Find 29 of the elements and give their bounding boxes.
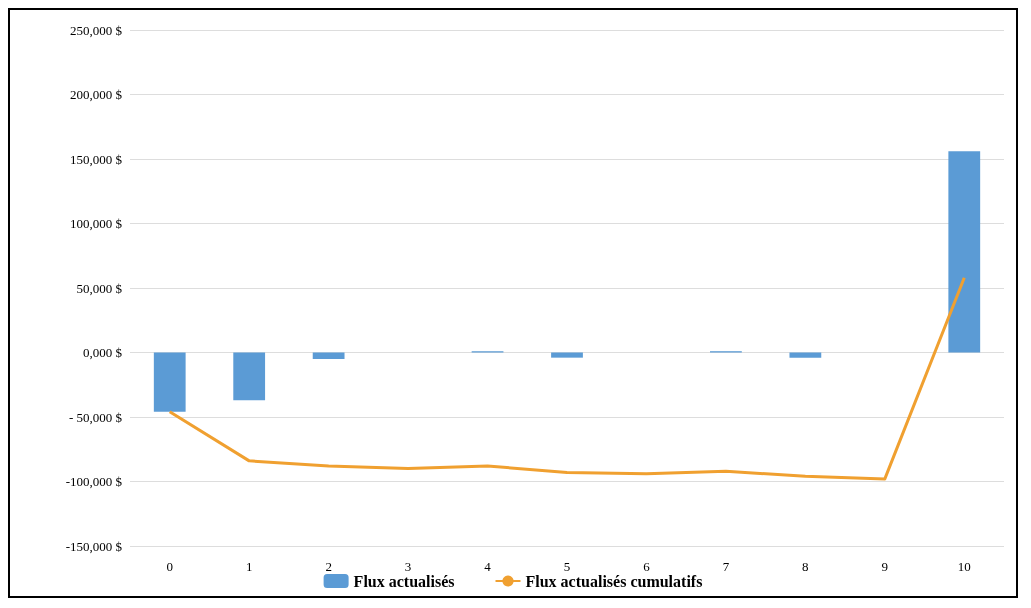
x-tick-label: 9 [881,559,889,574]
bar [948,151,981,353]
x-tick-label: 10 [957,559,971,574]
x-tick-label: 3 [404,559,412,574]
bar [312,352,345,359]
y-tick-label: -100,000 $ [65,474,123,489]
y-tick-label: 0,000 $ [83,345,123,360]
y-tick-label: 150,000 $ [70,151,123,167]
bar [789,352,822,358]
bar [551,352,583,358]
x-tick-label: 4 [484,559,492,574]
y-tick-label: -150,000 $ [65,538,123,554]
y-tick-label: 250,000 $ [70,22,123,38]
legend-label: Flux actualisés cumulatifs [525,572,703,590]
line-series [168,276,966,481]
y-tick-label: 200,000 $ [70,87,123,102]
bar [153,352,186,412]
y-tick-label: - 50,000 $ [68,409,123,425]
legend-label: Flux actualisés [353,572,455,590]
x-tick-label: 5 [563,559,571,574]
x-tick-label: 7 [722,559,730,574]
x-tick-label: 8 [802,559,809,574]
x-tick-label: 0 [166,559,173,574]
x-tick-label: 1 [245,559,253,574]
y-tick-label: 100,000 $ [70,216,123,231]
bar [233,352,266,401]
x-tick-label: 6 [643,559,651,574]
y-tick-label: 50,000 $ [76,280,123,296]
x-tick-label: 2 [325,559,332,574]
